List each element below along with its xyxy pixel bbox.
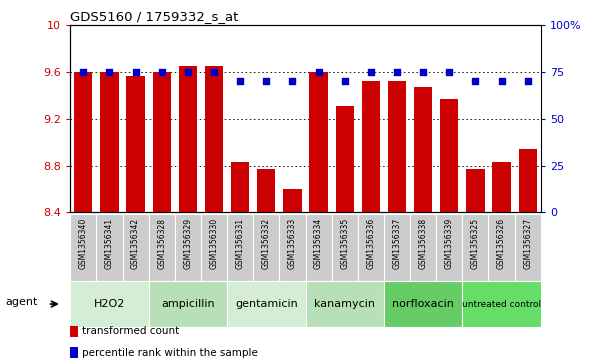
Bar <box>231 162 249 212</box>
Bar <box>148 214 175 281</box>
Bar <box>74 72 92 212</box>
Text: ampicillin: ampicillin <box>161 299 214 309</box>
Point <box>497 78 507 84</box>
Bar <box>488 214 514 281</box>
Bar <box>70 281 148 327</box>
Bar <box>332 214 358 281</box>
Text: GDS5160 / 1759332_s_at: GDS5160 / 1759332_s_at <box>70 10 239 23</box>
Bar <box>514 214 541 281</box>
Bar <box>309 72 327 212</box>
Bar <box>70 214 97 281</box>
Text: GSM1356338: GSM1356338 <box>419 217 428 269</box>
Bar <box>436 214 463 281</box>
Text: GSM1356333: GSM1356333 <box>288 217 297 269</box>
Text: GSM1356340: GSM1356340 <box>79 217 88 269</box>
Bar <box>179 66 197 212</box>
Bar <box>126 76 145 212</box>
Text: GSM1356326: GSM1356326 <box>497 217 506 269</box>
Bar <box>70 326 78 337</box>
Bar <box>175 214 201 281</box>
Text: norfloxacin: norfloxacin <box>392 299 454 309</box>
Point <box>366 69 376 75</box>
Text: GSM1356335: GSM1356335 <box>340 217 349 269</box>
Text: GSM1356337: GSM1356337 <box>392 217 401 269</box>
Point <box>157 69 167 75</box>
Point <box>340 78 349 84</box>
Bar <box>148 281 227 327</box>
Bar <box>97 214 123 281</box>
Bar <box>123 214 148 281</box>
Bar <box>463 214 488 281</box>
Point <box>470 78 480 84</box>
Text: GSM1356336: GSM1356336 <box>367 217 375 269</box>
Point <box>78 69 88 75</box>
Bar <box>335 106 354 212</box>
Text: gentamicin: gentamicin <box>235 299 298 309</box>
Bar <box>257 169 276 212</box>
Bar <box>227 281 306 327</box>
Point <box>235 78 245 84</box>
Bar <box>388 82 406 212</box>
Point <box>444 69 454 75</box>
Text: GSM1356341: GSM1356341 <box>105 217 114 269</box>
Text: untreated control: untreated control <box>462 299 541 309</box>
Bar <box>384 214 410 281</box>
Bar <box>358 214 384 281</box>
Point <box>419 69 428 75</box>
Point <box>183 69 193 75</box>
Text: GSM1356330: GSM1356330 <box>210 217 219 269</box>
Bar <box>463 281 541 327</box>
Bar <box>306 214 332 281</box>
Bar <box>492 162 511 212</box>
Text: H2O2: H2O2 <box>93 299 125 309</box>
Bar <box>440 99 458 212</box>
Bar <box>306 281 384 327</box>
Point <box>209 69 219 75</box>
Text: GSM1356325: GSM1356325 <box>471 217 480 269</box>
Point <box>288 78 298 84</box>
Bar <box>253 214 279 281</box>
Bar <box>519 149 537 212</box>
Point <box>392 69 402 75</box>
Bar <box>70 347 78 358</box>
Bar <box>466 169 485 212</box>
Text: GSM1356331: GSM1356331 <box>236 217 244 269</box>
Bar <box>410 214 436 281</box>
Text: transformed count: transformed count <box>82 326 179 336</box>
Bar <box>384 281 463 327</box>
Bar <box>362 82 380 212</box>
Bar <box>153 72 171 212</box>
Point <box>313 69 323 75</box>
Text: GSM1356339: GSM1356339 <box>445 217 454 269</box>
Bar <box>201 214 227 281</box>
Bar <box>100 72 119 212</box>
Point <box>523 78 533 84</box>
Text: GSM1356327: GSM1356327 <box>523 217 532 269</box>
Text: kanamycin: kanamycin <box>314 299 375 309</box>
Text: agent: agent <box>5 297 38 307</box>
Text: GSM1356332: GSM1356332 <box>262 217 271 269</box>
Text: GSM1356328: GSM1356328 <box>157 217 166 269</box>
Text: GSM1356334: GSM1356334 <box>314 217 323 269</box>
Point <box>262 78 271 84</box>
Bar <box>414 87 432 212</box>
Point <box>131 69 141 75</box>
Bar <box>284 189 302 212</box>
Bar <box>227 214 253 281</box>
Text: GSM1356329: GSM1356329 <box>183 217 192 269</box>
Bar <box>205 66 223 212</box>
Bar <box>279 214 306 281</box>
Point <box>104 69 114 75</box>
Text: GSM1356342: GSM1356342 <box>131 217 140 269</box>
Text: percentile rank within the sample: percentile rank within the sample <box>82 348 258 358</box>
